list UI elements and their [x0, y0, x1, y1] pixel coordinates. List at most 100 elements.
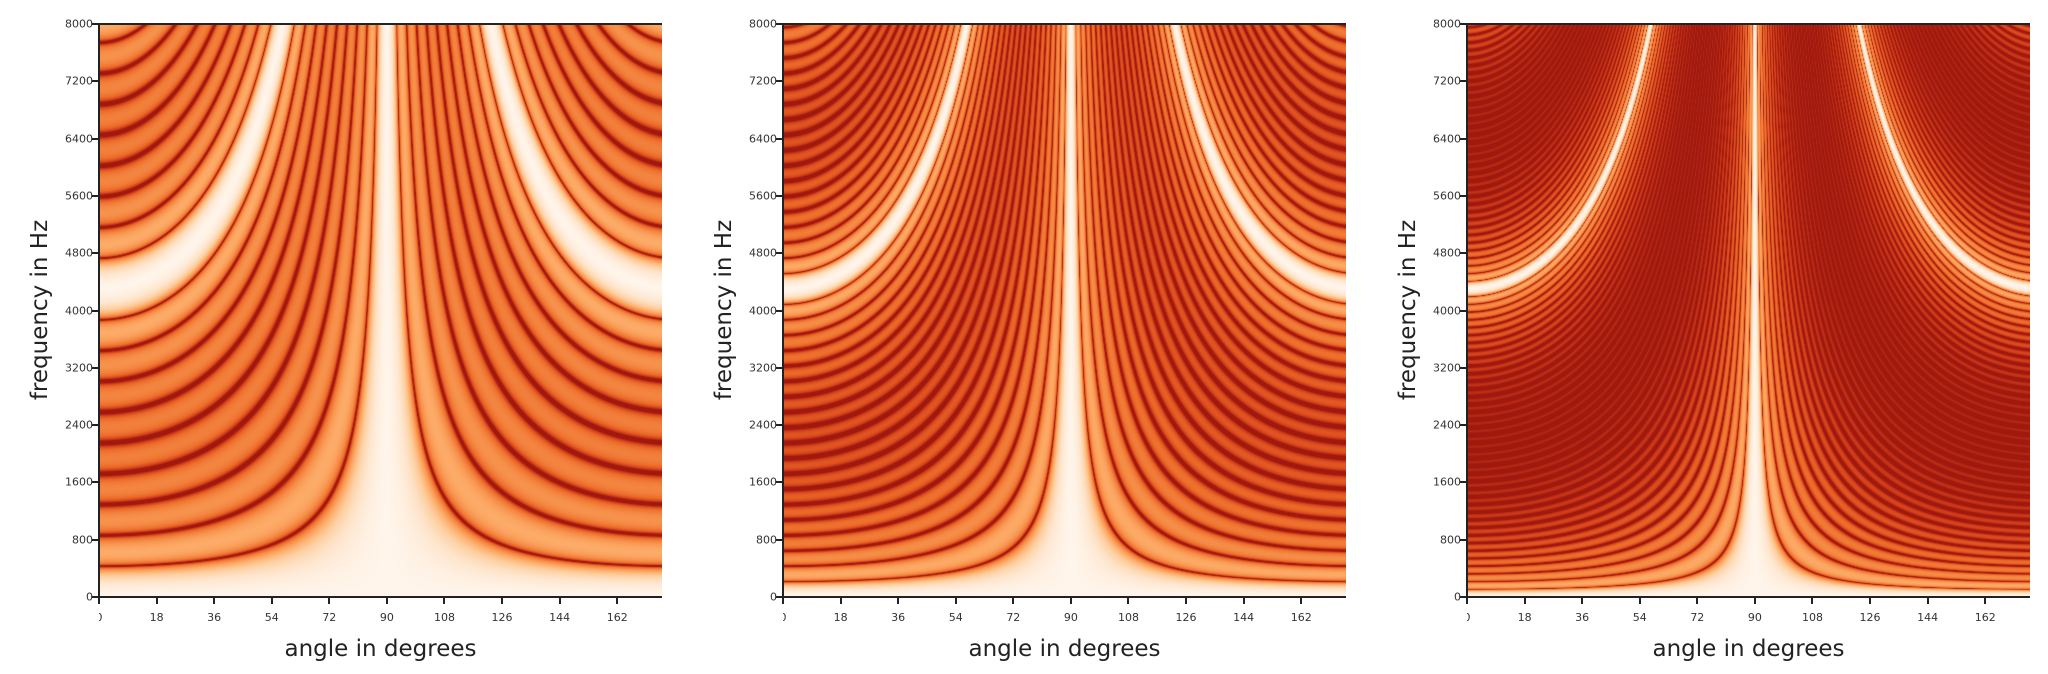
y-tick-mark: [1460, 481, 1466, 484]
y-tick-label: 5600: [1433, 189, 1461, 203]
x-tick-label: 144: [1233, 611, 1255, 624]
x-tick-label: 162: [1290, 611, 1312, 624]
x-tick-label: 36: [1575, 611, 1590, 624]
heatmap-panel-3: 0183654729010812614416218008001600240032…: [1368, 0, 2048, 674]
y-tick-label: 6400: [749, 132, 777, 146]
x-tick-label: 108: [433, 611, 455, 624]
heatmap-panel-2: 0183654729010812614416218008001600240032…: [684, 0, 1368, 674]
x-tick-label: 0: [99, 611, 103, 624]
x-tick-label: 108: [1117, 611, 1139, 624]
y-axis-label: frequency in Hz: [27, 219, 53, 401]
x-tick-label-area: 01836547290108126144162180: [1467, 598, 2030, 628]
x-tick-mark: [1638, 598, 1641, 604]
x-tick-mark: [501, 598, 504, 604]
x-tick-mark: [270, 598, 273, 604]
y-tick-label: 6400: [65, 132, 93, 146]
top-axis-spine: [782, 23, 1346, 25]
x-tick-label: 18: [833, 611, 848, 624]
x-tick-label: 90: [1747, 611, 1762, 624]
y-tick-label: 7200: [749, 74, 777, 88]
y-tick-label: 800: [756, 533, 777, 547]
left-axis-spine: [98, 24, 100, 598]
x-tick-mark: [385, 598, 388, 604]
x-tick-mark: [1984, 598, 1987, 604]
y-tick-label: 3200: [1433, 361, 1461, 375]
x-tick-label: 90: [1063, 611, 1078, 624]
x-tick-mark: [782, 598, 784, 604]
y-tick-mark: [776, 424, 782, 427]
x-tick-mark: [1185, 598, 1188, 604]
x-tick-mark: [897, 598, 900, 604]
x-tick-mark: [1300, 598, 1303, 604]
x-tick-mark: [1869, 598, 1872, 604]
x-tick-mark: [1012, 598, 1015, 604]
x-tick-label: 36: [891, 611, 906, 624]
x-tick-mark: [1523, 598, 1526, 604]
x-axis-label: angle in degrees: [284, 636, 477, 662]
x-tick-label: 0: [1467, 611, 1471, 624]
x-tick-label-area: 01836547290108126144162180: [783, 598, 1346, 628]
y-tick-mark: [92, 481, 98, 484]
y-tick-mark: [776, 596, 782, 598]
x-tick-mark: [213, 598, 216, 604]
y-tick-mark: [1460, 309, 1466, 312]
y-tick-mark: [92, 596, 98, 598]
x-tick-label: 144: [549, 611, 571, 624]
plot-area: 0183654729010812614416218008001600240032…: [65, 18, 662, 624]
y-tick-mark: [92, 137, 98, 140]
top-axis-spine: [1466, 23, 2030, 25]
x-tick-mark: [443, 598, 446, 604]
y-tick-label: 1600: [1433, 475, 1461, 489]
x-tick-label: 54: [264, 611, 279, 624]
y-tick-label: 5600: [65, 189, 93, 203]
y-tick-mark: [776, 309, 782, 312]
y-tick-mark: [92, 80, 98, 83]
bottom-axis-spine: [98, 596, 662, 598]
y-tick-label: 3200: [65, 361, 93, 375]
y-tick-label: 800: [1440, 533, 1461, 547]
heatmap-panel-1: 0183654729010812614416218008001600240032…: [0, 0, 684, 674]
y-tick-mark: [92, 366, 98, 369]
bottom-axis-spine: [782, 596, 1346, 598]
x-tick-mark: [1581, 598, 1584, 604]
y-tick-label: 8000: [1433, 17, 1461, 31]
x-tick-label: 108: [1801, 611, 1823, 624]
x-tick-mark: [1811, 598, 1814, 604]
x-tick-mark: [1696, 598, 1699, 604]
plot-area: 0183654729010812614416218008001600240032…: [1433, 18, 2030, 624]
y-tick-mark: [1460, 252, 1466, 255]
y-tick-mark: [1460, 137, 1466, 140]
x-tick-label: 162: [606, 611, 628, 624]
x-tick-mark: [155, 598, 158, 604]
x-tick-mark: [98, 598, 100, 604]
x-tick-label: 72: [322, 611, 337, 624]
x-tick-mark: [839, 598, 842, 604]
y-tick-label: 8000: [65, 17, 93, 31]
y-tick-mark: [776, 366, 782, 369]
x-axis-label: angle in degrees: [968, 636, 1161, 662]
x-tick-mark: [558, 598, 561, 604]
x-tick-label: 162: [1974, 611, 1996, 624]
top-axis-spine: [98, 23, 662, 25]
left-axis-spine: [782, 24, 784, 598]
y-tick-mark: [776, 137, 782, 140]
x-tick-label: 36: [207, 611, 222, 624]
x-tick-label: 72: [1006, 611, 1021, 624]
y-tick-mark: [776, 23, 782, 25]
y-tick-mark: [776, 252, 782, 255]
y-tick-mark: [92, 309, 98, 312]
x-tick-mark: [954, 598, 957, 604]
x-tick-label: 144: [1917, 611, 1939, 624]
x-tick-label: 18: [149, 611, 164, 624]
y-tick-label: 1600: [749, 475, 777, 489]
y-tick-mark: [1460, 194, 1466, 197]
y-tick-mark: [1460, 366, 1466, 369]
x-tick-mark: [1926, 598, 1929, 604]
x-tick-mark: [1466, 598, 1468, 604]
x-tick-label: 126: [1175, 611, 1197, 624]
y-tick-label: 4000: [1433, 304, 1461, 317]
y-tick-label: 4800: [1433, 246, 1461, 260]
y-tick-label: 7200: [1433, 74, 1461, 88]
y-tick-label: 800: [72, 533, 93, 547]
y-tick-label: 0: [86, 590, 93, 604]
